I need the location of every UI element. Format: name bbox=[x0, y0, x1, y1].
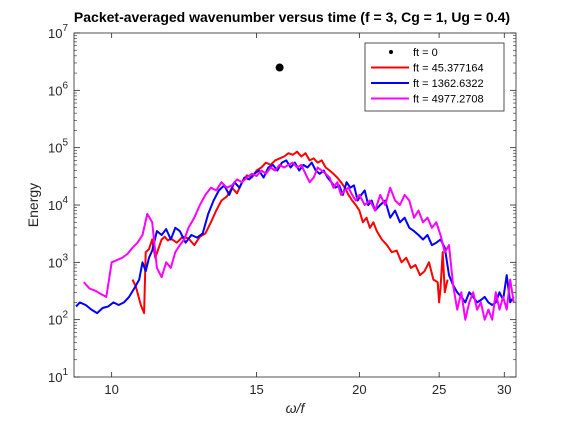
y-axis-label: Energy bbox=[25, 183, 41, 227]
x-axis-label: ω/f bbox=[286, 400, 307, 416]
series-1-line bbox=[131, 150, 449, 315]
legend-label-2: ft = 1362.6322 bbox=[413, 78, 484, 90]
x-tick-label: 10 bbox=[104, 382, 118, 397]
series-3-line bbox=[83, 161, 515, 321]
series-layer bbox=[75, 63, 515, 321]
y-axis: 101 102 103 104 105 106 107 bbox=[48, 23, 516, 385]
axes-box bbox=[73, 32, 517, 378]
legend-marker-0 bbox=[389, 50, 393, 54]
y-tick-label: 102 bbox=[48, 310, 68, 328]
x-tick-label: 25 bbox=[432, 382, 446, 397]
y-tick-label: 105 bbox=[48, 138, 68, 156]
x-tick-label: 15 bbox=[249, 382, 263, 397]
chart-title: Packet-averaged wavenumber versus time (… bbox=[74, 9, 510, 25]
y-tick-label: 104 bbox=[48, 195, 68, 213]
y-tick-label: 106 bbox=[48, 80, 68, 98]
y-tick-label: 103 bbox=[48, 252, 68, 270]
x-tick-label: 20 bbox=[352, 382, 366, 397]
x-tick-label: 30 bbox=[497, 382, 511, 397]
y-tick-label: 107 bbox=[48, 23, 68, 41]
x-axis: 10 15 20 25 30 bbox=[104, 33, 512, 397]
y-tick-label: 101 bbox=[48, 367, 68, 385]
legend-label-3: ft = 4977.2708 bbox=[413, 94, 484, 106]
legend-label-1: ft = 45.377164 bbox=[413, 63, 484, 75]
legend: ft = 0 ft = 45.377164 ft = 1362.6322 ft = 4… bbox=[364, 42, 505, 112]
legend-label-0: ft = 0 bbox=[413, 47, 438, 59]
legend-box bbox=[364, 42, 505, 112]
series-0-point bbox=[275, 63, 284, 72]
